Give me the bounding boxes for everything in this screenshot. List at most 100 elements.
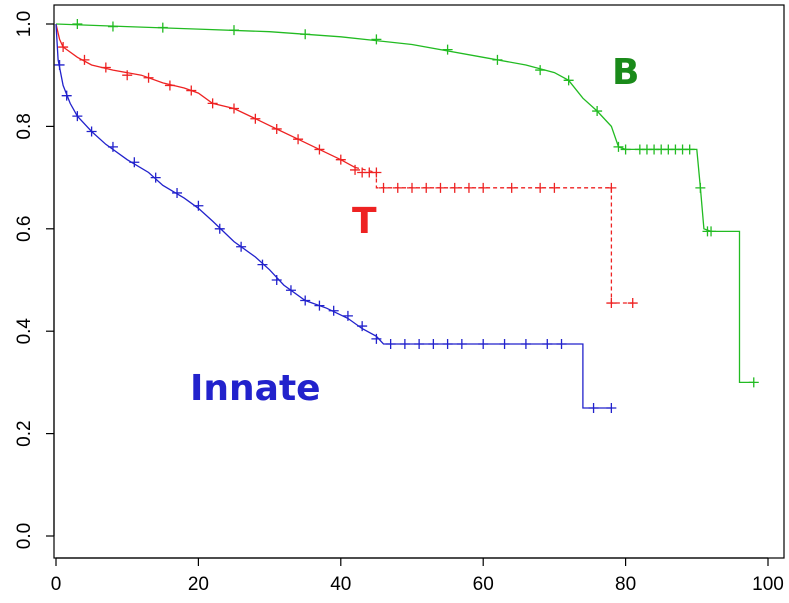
censor-mark-t bbox=[371, 167, 382, 178]
censor-mark-b bbox=[613, 141, 624, 152]
censor-mark-innate bbox=[542, 339, 553, 349]
censor-mark-innate bbox=[61, 90, 72, 101]
censor-mark-t bbox=[478, 182, 489, 193]
censor-mark-innate bbox=[193, 200, 204, 211]
censor-mark-innate bbox=[107, 141, 118, 152]
x-tick-label: 20 bbox=[188, 574, 209, 595]
censor-mark-b bbox=[72, 19, 83, 29]
censor-mark-t bbox=[407, 182, 417, 193]
censor-mark-t bbox=[100, 62, 111, 73]
censor-mark-t bbox=[350, 164, 361, 175]
censor-mark-innate bbox=[606, 403, 617, 413]
series-line-dashed-t bbox=[354, 166, 633, 304]
x-tick-label: 0 bbox=[51, 574, 62, 595]
censor-mark-b bbox=[300, 29, 311, 40]
censor-mark-innate bbox=[414, 339, 425, 349]
plot-frame bbox=[53, 4, 785, 559]
censor-mark-innate bbox=[328, 305, 339, 316]
censor-mark-innate bbox=[172, 187, 183, 198]
censor-mark-b bbox=[695, 182, 706, 193]
censor-mark-t bbox=[435, 182, 446, 193]
censor-mark-t bbox=[58, 42, 69, 53]
series-line-innate bbox=[55, 23, 612, 409]
censor-mark-b bbox=[620, 144, 631, 155]
censor-mark-b bbox=[492, 54, 503, 65]
censor-mark-innate bbox=[357, 321, 368, 332]
censor-mark-b bbox=[157, 22, 168, 33]
censor-mark-t bbox=[378, 182, 389, 193]
censor-mark-innate bbox=[285, 285, 296, 296]
censor-mark-t bbox=[143, 72, 154, 83]
censor-mark-b bbox=[107, 21, 118, 32]
x-axis: 0 20 40 60 80 100 bbox=[51, 557, 784, 595]
censor-mark-innate bbox=[399, 339, 410, 349]
censor-mark-innate bbox=[499, 339, 510, 349]
censor-mark-t bbox=[122, 70, 133, 81]
censor-mark-innate bbox=[300, 295, 311, 306]
censor-mark-t bbox=[463, 182, 474, 193]
censor-mark-t bbox=[314, 144, 325, 155]
censor-mark-t bbox=[449, 182, 460, 193]
censor-mark-innate bbox=[86, 126, 97, 137]
censor-mark-innate bbox=[257, 259, 268, 270]
series-layer bbox=[54, 19, 759, 413]
x-tick-label: 40 bbox=[330, 574, 351, 595]
censor-mark-t bbox=[549, 182, 560, 193]
series-line-b bbox=[55, 23, 754, 384]
censor-mark-innate bbox=[385, 339, 396, 349]
censor-mark-t bbox=[293, 134, 304, 145]
series-label-innate: Innate bbox=[190, 368, 321, 409]
censor-mark-innate bbox=[428, 339, 439, 349]
censor-mark-t bbox=[186, 85, 197, 96]
censor-mark-innate bbox=[54, 59, 65, 70]
censor-mark-b bbox=[563, 75, 574, 86]
x-tick-label: 100 bbox=[752, 574, 784, 595]
censor-mark-innate bbox=[371, 333, 382, 344]
y-tick-label: 0.4 bbox=[14, 318, 35, 345]
censor-mark-innate bbox=[442, 339, 453, 349]
censor-mark-t bbox=[627, 298, 638, 309]
x-tick-label: 80 bbox=[615, 574, 636, 595]
y-tick-label: 0.8 bbox=[14, 113, 35, 139]
censor-mark-t bbox=[335, 154, 346, 165]
censor-mark-t bbox=[606, 182, 617, 193]
censor-mark-innate bbox=[588, 403, 599, 413]
censor-mark-t bbox=[506, 182, 517, 193]
censor-mark-t bbox=[421, 182, 432, 193]
x-tick-label: 60 bbox=[473, 574, 494, 595]
censor-mark-innate bbox=[236, 241, 247, 252]
censor-mark-t bbox=[535, 182, 546, 193]
y-tick-label: 0.2 bbox=[14, 420, 35, 446]
censor-mark-b bbox=[706, 226, 717, 237]
censor-mark-b bbox=[229, 25, 239, 36]
censor-mark-innate bbox=[520, 339, 531, 349]
censor-mark-t bbox=[229, 103, 239, 114]
censor-mark-innate bbox=[129, 157, 140, 168]
series-line-t bbox=[55, 23, 356, 168]
series-label-b: B bbox=[612, 52, 639, 93]
censor-mark-t bbox=[271, 123, 282, 134]
y-tick-label: 0.6 bbox=[14, 216, 35, 242]
censor-mark-t bbox=[164, 80, 175, 91]
y-tick-label: 0.0 bbox=[14, 523, 35, 549]
censor-mark-t bbox=[207, 98, 218, 109]
censor-mark-b bbox=[371, 34, 382, 45]
censor-mark-innate bbox=[456, 339, 467, 349]
censor-mark-innate bbox=[478, 339, 489, 349]
censor-mark-t bbox=[606, 298, 617, 309]
censor-mark-innate bbox=[556, 339, 567, 349]
censor-mark-b bbox=[748, 377, 759, 388]
censor-mark-b bbox=[592, 106, 603, 117]
censor-mark-innate bbox=[150, 172, 161, 183]
censor-mark-innate bbox=[72, 111, 83, 122]
series-label-t: T bbox=[352, 201, 377, 242]
y-tick-label: 1.0 bbox=[14, 11, 35, 37]
y-axis: 0.0 0.2 0.4 0.6 0.8 1.0 bbox=[14, 11, 55, 549]
censor-mark-t bbox=[392, 182, 403, 193]
censor-mark-b bbox=[442, 44, 453, 55]
censor-mark-innate bbox=[271, 275, 282, 285]
censor-mark-b bbox=[684, 144, 695, 155]
censor-mark-t bbox=[250, 113, 261, 124]
censor-mark-b bbox=[535, 65, 546, 76]
